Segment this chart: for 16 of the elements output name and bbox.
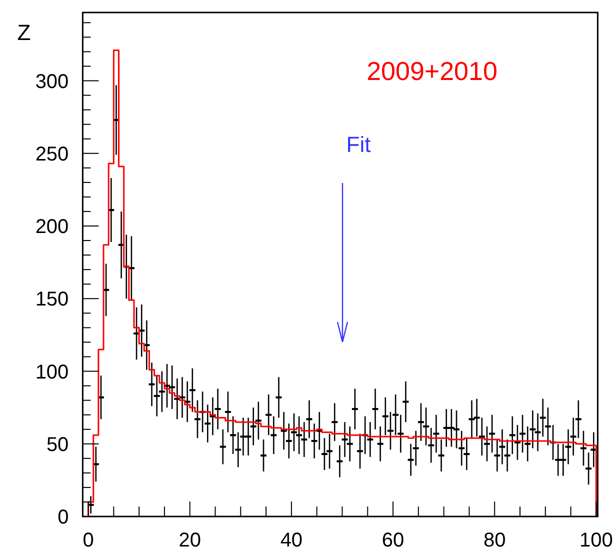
y-tick-label: 250 bbox=[35, 143, 69, 166]
y-tick-label: 50 bbox=[46, 434, 69, 456]
annotation: 2009+2010 bbox=[366, 56, 498, 86]
x-tick-label: 80 bbox=[483, 530, 506, 552]
x-tick-label: 0 bbox=[82, 530, 94, 552]
x-tick-label: 60 bbox=[382, 530, 404, 552]
x-tick-label: 20 bbox=[178, 530, 201, 552]
y-tick-label: 150 bbox=[35, 288, 69, 311]
y-tick-label: 200 bbox=[35, 216, 69, 238]
annotation: Fit bbox=[346, 132, 371, 157]
y-tick-label: 0 bbox=[58, 506, 69, 528]
x-tick-label: 40 bbox=[280, 530, 303, 552]
x-tick-label: 100 bbox=[579, 530, 613, 552]
y-tick-label: 300 bbox=[35, 70, 69, 93]
y-axis-title: Z bbox=[17, 20, 31, 45]
y-tick-label: 100 bbox=[35, 361, 69, 384]
